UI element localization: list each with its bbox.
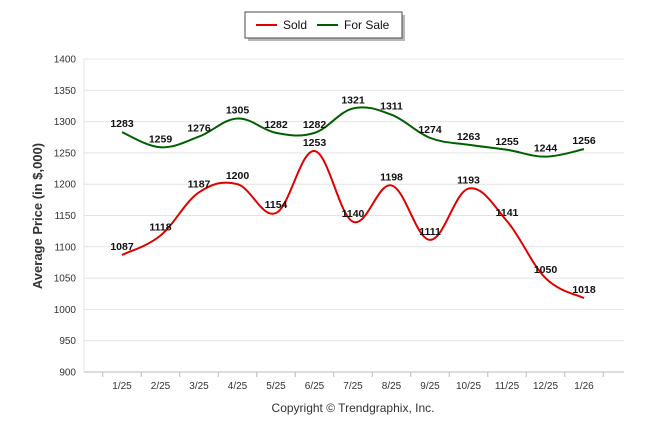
y-tick-label: 1100 (54, 242, 76, 253)
data-label-for-sale: 1321 (341, 94, 365, 106)
x-tick-label: 12/25 (533, 381, 558, 392)
x-tick-label: 1/26 (574, 381, 594, 392)
data-label-for-sale: 1263 (457, 131, 481, 143)
data-label-sold: 1154 (265, 199, 288, 211)
data-label-sold: 1018 (572, 284, 596, 296)
legend-sold-label: Sold (283, 18, 307, 32)
series-line-for-sale (121, 106, 585, 158)
x-tick-label: 7/25 (343, 381, 363, 392)
x-tick-label: 1/25 (112, 381, 132, 392)
data-label-sold: 1198 (380, 171, 403, 183)
data-label-for-sale: 1282 (303, 119, 327, 131)
y-tick-label: 900 (59, 368, 76, 379)
x-tick-label: 3/25 (189, 381, 209, 392)
y-tick-label: 1050 (54, 274, 77, 285)
data-label-for-sale: 1276 (187, 123, 211, 135)
data-label-for-sale: 1274 (418, 124, 442, 136)
data-label-for-sale: 1259 (149, 133, 173, 145)
y-tick-label: 1400 (54, 55, 77, 66)
y-tick-label: 1250 (54, 148, 77, 159)
legend: Sold For Sale (244, 11, 405, 41)
y-tick-label: 1150 (54, 211, 76, 222)
data-label-sold: 1193 (457, 175, 480, 187)
data-label-for-sale: 1255 (495, 136, 519, 148)
series-lines (121, 106, 585, 300)
data-label-for-sale: 1311 (380, 101, 403, 113)
data-label-for-sale: 1282 (264, 119, 288, 131)
x-tick-label: 5/25 (266, 381, 286, 392)
data-label-sold: 1140 (342, 208, 365, 220)
copyright-text: Copyright © Trendgraphix, Inc. (272, 401, 435, 415)
data-label-for-sale: 1256 (572, 135, 596, 147)
data-label-sold: 1187 (188, 178, 211, 190)
x-tick-label: 10/25 (456, 381, 481, 392)
y-tick-label: 1300 (54, 117, 77, 128)
data-label-sold: 1141 (496, 207, 519, 219)
data-label-for-sale: 1283 (110, 118, 134, 130)
x-tick-label: 6/25 (305, 381, 325, 392)
grid-lines (83, 58, 624, 377)
x-tick-label: 11/25 (495, 381, 520, 392)
data-label-for-sale: 1244 (534, 143, 558, 155)
y-axis-ticks: 900 950 1000 1050 1100 1150 1200 1250 1300 1350 14… (54, 55, 77, 379)
data-label-sold: 1118 (149, 222, 171, 234)
x-axis-ticks: 1/25 2/25 3/25 4/25 5/25 6/25 7/25 8/25 9/25 10/2… (112, 381, 594, 392)
y-tick-label: 950 (59, 336, 76, 347)
series-line-sold (121, 150, 585, 300)
data-label-sold: 1050 (534, 264, 558, 276)
y-tick-label: 1350 (54, 86, 77, 97)
x-tick-label: 4/25 (228, 381, 248, 392)
data-label-sold: 1111 (419, 226, 441, 238)
y-tick-label: 1200 (54, 180, 77, 191)
x-tick-label: 8/25 (382, 381, 402, 392)
x-tick-label: 9/25 (420, 381, 440, 392)
x-tick-label: 2/25 (151, 381, 171, 392)
legend-for-sale-label: For Sale (344, 18, 390, 32)
data-label-for-sale: 1305 (226, 104, 250, 116)
y-tick-label: 1000 (54, 305, 77, 316)
data-label-sold: 1087 (110, 241, 134, 253)
data-label-sold: 1253 (303, 137, 327, 149)
y-axis-label: Average Price (in $,000) (30, 143, 45, 289)
data-labels: 1087 1118 1187 1200 1154 1253 1140 1198 1111 1193… (110, 94, 596, 296)
data-label-sold: 1200 (226, 170, 250, 182)
